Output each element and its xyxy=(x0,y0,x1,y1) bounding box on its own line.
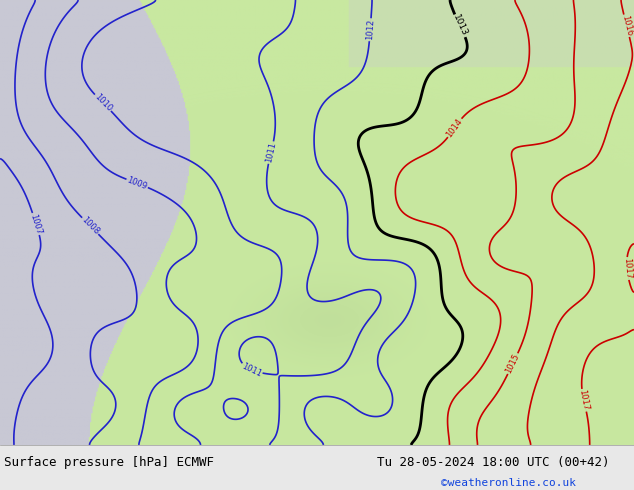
Text: 1011: 1011 xyxy=(240,361,263,378)
Text: 1017: 1017 xyxy=(622,258,632,279)
Text: 1009: 1009 xyxy=(126,175,148,191)
Text: Tu 28-05-2024 18:00 UTC (00+42): Tu 28-05-2024 18:00 UTC (00+42) xyxy=(377,456,610,468)
Text: Surface pressure [hPa] ECMWF: Surface pressure [hPa] ECMWF xyxy=(4,456,214,468)
Text: 1011: 1011 xyxy=(264,142,278,164)
Text: 1012: 1012 xyxy=(365,19,375,41)
Text: 1007: 1007 xyxy=(29,213,44,235)
Text: 1010: 1010 xyxy=(93,92,113,113)
Text: 1013: 1013 xyxy=(451,13,469,38)
Text: ©weatheronline.co.uk: ©weatheronline.co.uk xyxy=(441,478,576,488)
Text: 1017: 1017 xyxy=(578,389,590,412)
Text: 1014: 1014 xyxy=(445,117,465,139)
Text: 1008: 1008 xyxy=(80,215,101,237)
Text: 1016: 1016 xyxy=(619,14,633,37)
Text: 1015: 1015 xyxy=(504,352,522,375)
